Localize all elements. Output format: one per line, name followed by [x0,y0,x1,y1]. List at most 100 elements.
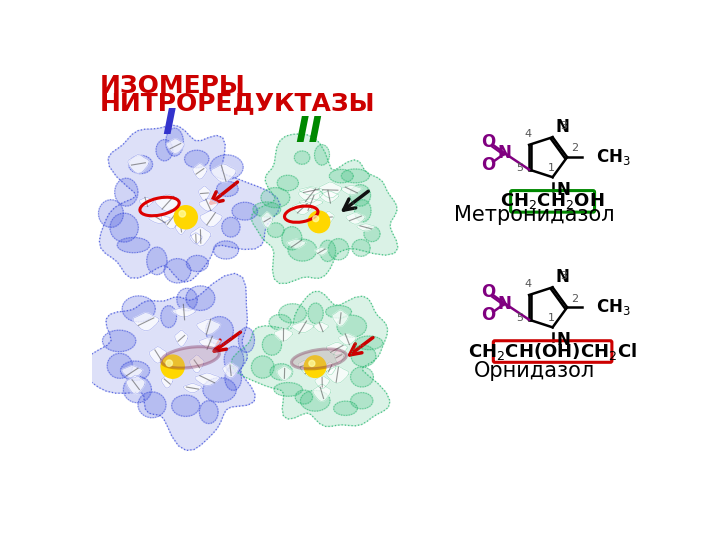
Polygon shape [190,233,202,244]
Circle shape [179,211,186,217]
Polygon shape [129,156,153,174]
Circle shape [166,360,172,367]
Polygon shape [161,359,180,377]
Polygon shape [199,401,218,423]
Polygon shape [147,247,167,275]
Polygon shape [232,202,258,220]
Polygon shape [177,288,197,311]
Text: N: N [498,144,512,163]
Polygon shape [166,139,184,153]
Polygon shape [251,134,398,284]
Polygon shape [203,377,236,402]
Polygon shape [300,187,323,195]
Polygon shape [161,210,181,229]
Ellipse shape [292,349,346,369]
Polygon shape [199,337,220,348]
Text: 1: 1 [547,163,554,173]
Polygon shape [294,151,310,164]
Polygon shape [274,328,293,341]
Polygon shape [172,307,196,317]
Polygon shape [329,170,354,183]
Text: CH$_2$CH$_2$OH: CH$_2$CH$_2$OH [500,191,605,211]
Polygon shape [156,139,173,161]
Polygon shape [155,194,181,212]
Polygon shape [354,200,371,222]
Polygon shape [277,366,292,381]
Polygon shape [333,310,348,326]
Polygon shape [99,125,280,282]
Polygon shape [319,182,342,198]
Circle shape [312,215,319,221]
Polygon shape [117,238,150,253]
Polygon shape [351,345,376,367]
Polygon shape [199,186,210,200]
Polygon shape [164,259,191,283]
Polygon shape [127,375,145,394]
Polygon shape [199,199,217,211]
Polygon shape [110,213,138,242]
Polygon shape [314,322,328,332]
Polygon shape [267,223,284,238]
Polygon shape [189,355,204,373]
Polygon shape [325,306,351,318]
Text: N: N [556,268,570,286]
Polygon shape [320,191,339,202]
Polygon shape [210,155,243,180]
Polygon shape [251,356,274,378]
Polygon shape [282,227,302,250]
Polygon shape [122,296,156,322]
Text: Орнидазол: Орнидазол [474,361,595,381]
Polygon shape [328,239,349,260]
Polygon shape [107,353,132,379]
Polygon shape [102,330,136,352]
Polygon shape [261,187,290,208]
Polygon shape [217,181,238,197]
Polygon shape [123,376,151,403]
Polygon shape [222,363,238,378]
Polygon shape [300,390,330,411]
Polygon shape [114,178,138,206]
Ellipse shape [161,347,220,368]
Text: 2: 2 [571,143,578,153]
Polygon shape [127,154,149,173]
Polygon shape [200,211,222,227]
Text: N: N [556,118,570,136]
Text: 2: 2 [571,294,578,303]
Polygon shape [298,360,311,371]
Polygon shape [161,375,173,388]
Polygon shape [315,376,330,388]
Polygon shape [338,334,356,345]
Text: O: O [482,283,496,301]
Polygon shape [191,227,211,246]
Text: O: O [482,306,496,324]
Polygon shape [277,175,299,191]
Polygon shape [138,392,166,418]
Polygon shape [292,202,312,214]
Text: 5: 5 [516,163,523,173]
Polygon shape [225,366,241,390]
Text: N: N [557,181,570,199]
Polygon shape [351,367,374,387]
Text: CH$_3$: CH$_3$ [596,298,631,318]
Text: 5: 5 [516,313,523,323]
Polygon shape [334,349,344,364]
Text: Метронидазол: Метронидазол [454,205,615,225]
Polygon shape [171,395,200,416]
Polygon shape [149,347,167,363]
Polygon shape [253,202,281,217]
Text: 1: 1 [547,313,554,323]
Text: 3: 3 [560,271,567,281]
Polygon shape [324,362,336,375]
Circle shape [161,355,184,378]
Polygon shape [298,187,323,202]
Polygon shape [350,185,371,206]
Polygon shape [211,164,236,183]
Text: 4: 4 [524,129,531,139]
Polygon shape [120,361,150,381]
Polygon shape [82,273,255,450]
Text: I: I [162,107,176,141]
Polygon shape [224,346,244,373]
Polygon shape [148,215,171,224]
Polygon shape [193,164,207,179]
Text: O: O [482,156,496,174]
